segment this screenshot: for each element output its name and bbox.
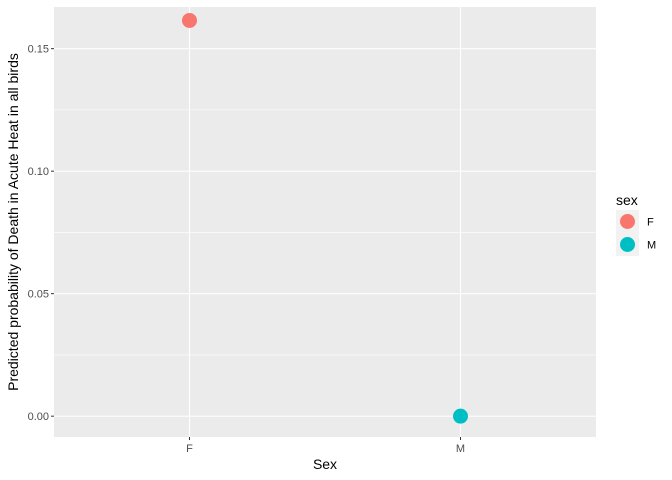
data-point-f [182,12,197,28]
x-axis-title: Sex [313,456,337,472]
x-tick-label: M [456,443,465,455]
y-tick-label: 0.00 [28,411,49,423]
legend-title: sex [616,192,638,208]
y-tick-label: 0.15 [28,44,49,56]
y-axis-ticks: 0.00 0.05 0.10 0.15 [28,44,54,423]
minor-gridlines [54,109,596,356]
data-points [182,12,468,424]
legend: sex FM [616,192,656,256]
plot-panel [54,7,596,437]
legend-key-m [620,237,635,252]
y-axis-title: Predicted probability of Death in Acute … [5,53,21,391]
legend-key-f [620,214,635,229]
data-point-m [453,408,468,424]
legend-label-m: M [647,240,656,252]
major-gridlines [54,7,596,437]
legend-label-f: F [647,217,654,229]
y-tick-label: 0.10 [28,166,49,178]
x-tick-label: F [186,443,193,455]
y-tick-label: 0.05 [28,289,49,301]
